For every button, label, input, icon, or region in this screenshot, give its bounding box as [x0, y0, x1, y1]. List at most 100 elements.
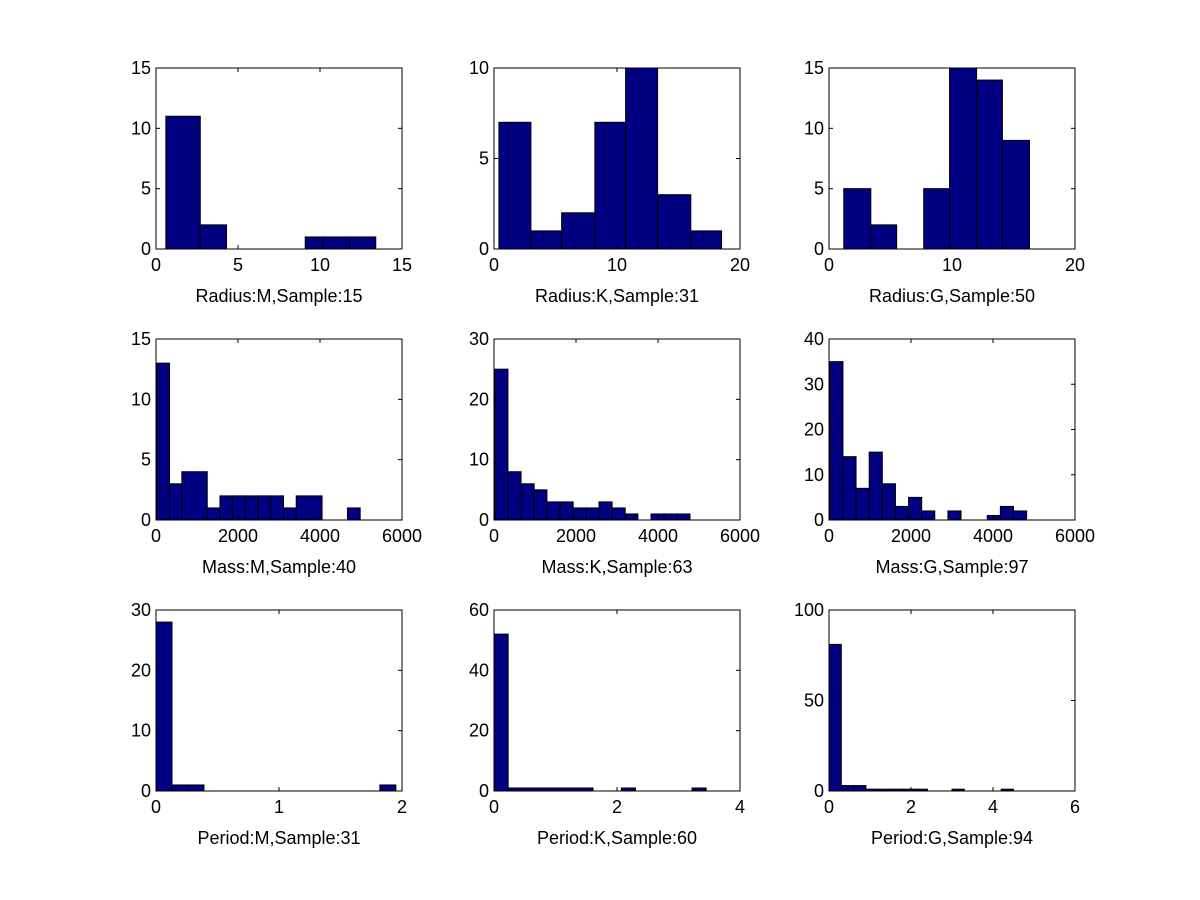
y-tick-label: 40 — [469, 660, 489, 680]
x-tick-label: 10 — [310, 255, 330, 275]
histogram-bar — [155, 621, 173, 792]
y-tick-label: 0 — [479, 510, 489, 530]
histogram-bar — [546, 501, 561, 521]
histogram-bar — [921, 510, 936, 521]
histogram-bar — [257, 495, 272, 521]
x-tick-label: 4 — [735, 797, 745, 817]
histogram-bar — [624, 513, 639, 521]
histogram-bars — [843, 67, 1030, 250]
histogram-bar — [657, 194, 692, 250]
histogram-bars — [828, 643, 1015, 792]
histogram-bar — [986, 514, 1001, 521]
histogram-bar — [232, 495, 246, 521]
y-tick-label: 10 — [131, 721, 151, 741]
x-tick-label: 2000 — [556, 526, 596, 546]
x-axis-label: Radius:M,Sample:15 — [195, 286, 362, 306]
histogram-bar — [244, 495, 259, 521]
y-tick-label: 40 — [804, 329, 824, 349]
histogram-bar — [270, 495, 285, 521]
y-tick-label: 20 — [131, 660, 151, 680]
x-tick-label: 6 — [1070, 797, 1080, 817]
y-tick-label: 10 — [131, 118, 151, 138]
y-tick-label: 20 — [469, 721, 489, 741]
x-tick-label: 6000 — [382, 526, 422, 546]
histogram-bar — [598, 501, 613, 521]
histogram-bar — [533, 489, 548, 521]
histogram-bar — [976, 79, 1003, 250]
y-tick-label: 10 — [804, 118, 824, 138]
x-tick-label: 2 — [906, 797, 916, 817]
histogram-bar — [322, 236, 351, 250]
y-tick-label: 5 — [479, 149, 489, 169]
histogram-bars — [165, 115, 377, 250]
histogram-bar — [507, 471, 522, 521]
histogram-panel-6: 0 2000 4000 6000 0 10 20 30 40 Mass:G,Sample:97 — [804, 329, 1095, 577]
y-tick-label: 0 — [141, 239, 151, 259]
histogram-bars — [829, 361, 1028, 521]
y-tick-label: 10 — [804, 465, 824, 485]
y-tick-label: 0 — [814, 510, 824, 530]
histogram-panel-3: 0 10 20 0 5 10 15 Radius:G,Sample:50 — [804, 58, 1085, 306]
histogram-bar — [894, 505, 910, 521]
x-tick-label: 0 — [824, 255, 834, 275]
y-tick-label: 15 — [131, 329, 151, 349]
histogram-bar — [283, 507, 297, 521]
histogram-bar — [295, 495, 323, 521]
x-axis-label: Mass:K,Sample:63 — [541, 557, 692, 577]
histogram-bar — [923, 188, 951, 250]
y-tick-label: 5 — [814, 179, 824, 199]
histogram-bar — [828, 643, 842, 792]
x-tick-label: 0 — [151, 526, 161, 546]
histogram-bar — [611, 507, 626, 521]
y-tick-label: 15 — [131, 58, 151, 78]
axes-box — [493, 338, 741, 521]
histogram-bar — [572, 507, 587, 521]
x-tick-label: 2000 — [218, 526, 258, 546]
histogram-bar — [379, 784, 397, 792]
y-tick-label: 15 — [804, 58, 824, 78]
y-tick-label: 10 — [469, 450, 489, 470]
x-axis-label: Period:K,Sample:60 — [537, 828, 697, 848]
histogram-bar — [1001, 139, 1030, 250]
histogram-bar — [219, 495, 234, 521]
x-axis-label: Period:M,Sample:31 — [197, 828, 360, 848]
x-tick-label: 4000 — [638, 526, 678, 546]
y-tick-label: 30 — [804, 374, 824, 394]
histogram-bar — [676, 513, 691, 521]
x-tick-label: 5 — [233, 255, 243, 275]
x-tick-label: 0 — [824, 526, 834, 546]
x-tick-label: 0 — [151, 255, 161, 275]
histogram-bar — [520, 483, 535, 521]
y-tick-label: 5 — [141, 450, 151, 470]
x-tick-label: 0 — [489, 797, 499, 817]
y-tick-label: 0 — [479, 239, 489, 259]
x-tick-label: 0 — [151, 797, 161, 817]
histogram-panel-9: 0 2 4 6 0 50 100 Period:G,Sample:94 — [794, 600, 1080, 848]
y-tick-label: 30 — [131, 600, 151, 620]
histogram-panel-2: 0 10 20 0 5 10 Radius:K,Sample:31 — [469, 58, 750, 306]
histogram-bar — [559, 501, 574, 521]
x-tick-label: 15 — [392, 255, 412, 275]
histogram-bar — [494, 368, 509, 521]
y-tick-label: 20 — [469, 389, 489, 409]
x-tick-label: 6000 — [720, 526, 760, 546]
histogram-bars — [156, 362, 361, 521]
y-tick-label: 5 — [141, 179, 151, 199]
x-axis-label: Mass:M,Sample:40 — [202, 557, 356, 577]
histogram-bar — [625, 67, 659, 250]
histogram-bar — [498, 121, 532, 250]
histogram-bar — [169, 483, 183, 521]
x-tick-label: 20 — [730, 255, 750, 275]
histogram-bar — [165, 115, 201, 250]
histogram-bar — [349, 236, 377, 250]
x-tick-label: 10 — [942, 255, 962, 275]
x-tick-label: 4000 — [300, 526, 340, 546]
y-tick-label: 0 — [479, 781, 489, 801]
histogram-bar — [999, 505, 1015, 521]
histogram-bar — [840, 785, 855, 792]
histogram-bar — [206, 507, 221, 521]
histogram-bar — [304, 236, 324, 250]
